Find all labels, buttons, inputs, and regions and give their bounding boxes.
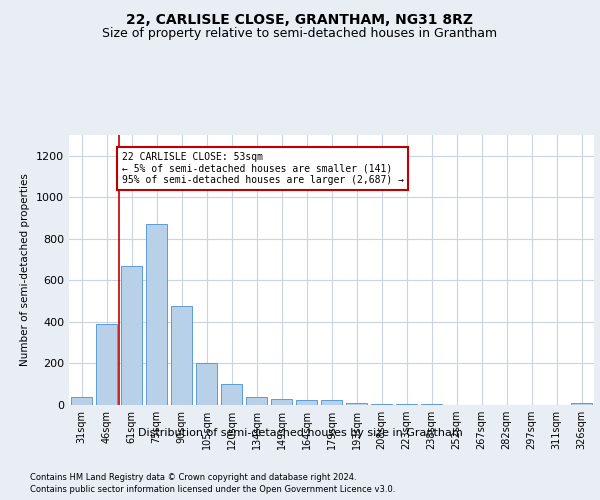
Bar	[396, 404, 417, 405]
Bar	[321, 400, 342, 405]
Bar	[121, 266, 142, 405]
Bar	[571, 404, 592, 405]
Bar	[71, 396, 92, 405]
Text: Distribution of semi-detached houses by size in Grantham: Distribution of semi-detached houses by …	[137, 428, 463, 438]
Bar	[271, 399, 292, 405]
Bar	[146, 224, 167, 405]
Text: Size of property relative to semi-detached houses in Grantham: Size of property relative to semi-detach…	[103, 28, 497, 40]
Bar	[421, 404, 442, 405]
Text: Contains HM Land Registry data © Crown copyright and database right 2024.: Contains HM Land Registry data © Crown c…	[30, 472, 356, 482]
Bar	[171, 306, 192, 405]
Bar	[296, 400, 317, 405]
Bar	[96, 324, 117, 405]
Bar	[371, 404, 392, 405]
Bar	[196, 364, 217, 405]
Text: 22 CARLISLE CLOSE: 53sqm
← 5% of semi-detached houses are smaller (141)
95% of s: 22 CARLISLE CLOSE: 53sqm ← 5% of semi-de…	[121, 152, 404, 185]
Bar	[346, 403, 367, 405]
Bar	[221, 384, 242, 405]
Bar	[246, 396, 267, 405]
Text: Contains public sector information licensed under the Open Government Licence v3: Contains public sector information licen…	[30, 485, 395, 494]
Y-axis label: Number of semi-detached properties: Number of semi-detached properties	[20, 174, 31, 366]
Text: 22, CARLISLE CLOSE, GRANTHAM, NG31 8RZ: 22, CARLISLE CLOSE, GRANTHAM, NG31 8RZ	[127, 12, 473, 26]
